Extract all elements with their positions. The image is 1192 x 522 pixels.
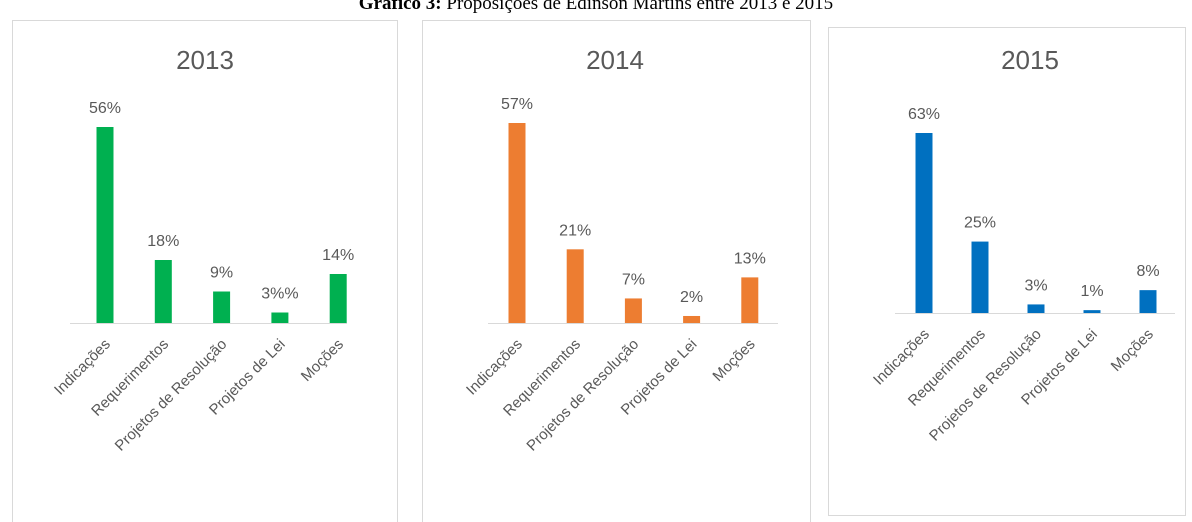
data-label: 63% — [908, 106, 940, 123]
bar — [971, 241, 989, 313]
bar — [1139, 290, 1157, 313]
bar — [271, 312, 289, 323]
data-label: 8% — [1136, 263, 1159, 280]
bar — [1027, 304, 1045, 313]
bar — [154, 260, 172, 323]
panel — [12, 20, 398, 522]
figure-label: Gráfico 3: — [359, 0, 442, 14]
bar — [213, 291, 231, 323]
bar — [96, 127, 114, 323]
data-label: 21% — [559, 222, 591, 239]
data-label: 1% — [1080, 283, 1103, 300]
bar — [566, 249, 584, 323]
figure-title: Proposições de Edinson Martins entre 201… — [446, 0, 833, 14]
figure-caption: Gráfico 3: Proposições de Edinson Martin… — [359, 0, 833, 14]
bar — [329, 274, 347, 323]
data-label: 9% — [210, 265, 233, 282]
chart-title: 2014 — [586, 45, 644, 75]
data-label: 25% — [964, 215, 996, 232]
bar — [508, 123, 526, 323]
panel — [422, 20, 811, 522]
data-label: 7% — [622, 271, 645, 288]
bar — [741, 277, 759, 323]
data-label: 14% — [322, 247, 354, 264]
data-label: 2% — [680, 289, 703, 306]
data-label: 18% — [147, 233, 179, 250]
data-label: 13% — [734, 250, 766, 267]
data-label: 57% — [501, 96, 533, 113]
data-label: 3%% — [261, 286, 298, 303]
bar — [1083, 310, 1101, 313]
bar — [915, 133, 933, 313]
bar — [683, 315, 701, 323]
chart-title: 2015 — [1001, 45, 1059, 75]
title-band — [0, 0, 1192, 19]
bar — [624, 298, 642, 323]
data-label: 56% — [89, 100, 121, 117]
panel — [828, 27, 1186, 516]
data-label: 3% — [1024, 277, 1047, 294]
chart-title: 2013 — [176, 45, 234, 75]
